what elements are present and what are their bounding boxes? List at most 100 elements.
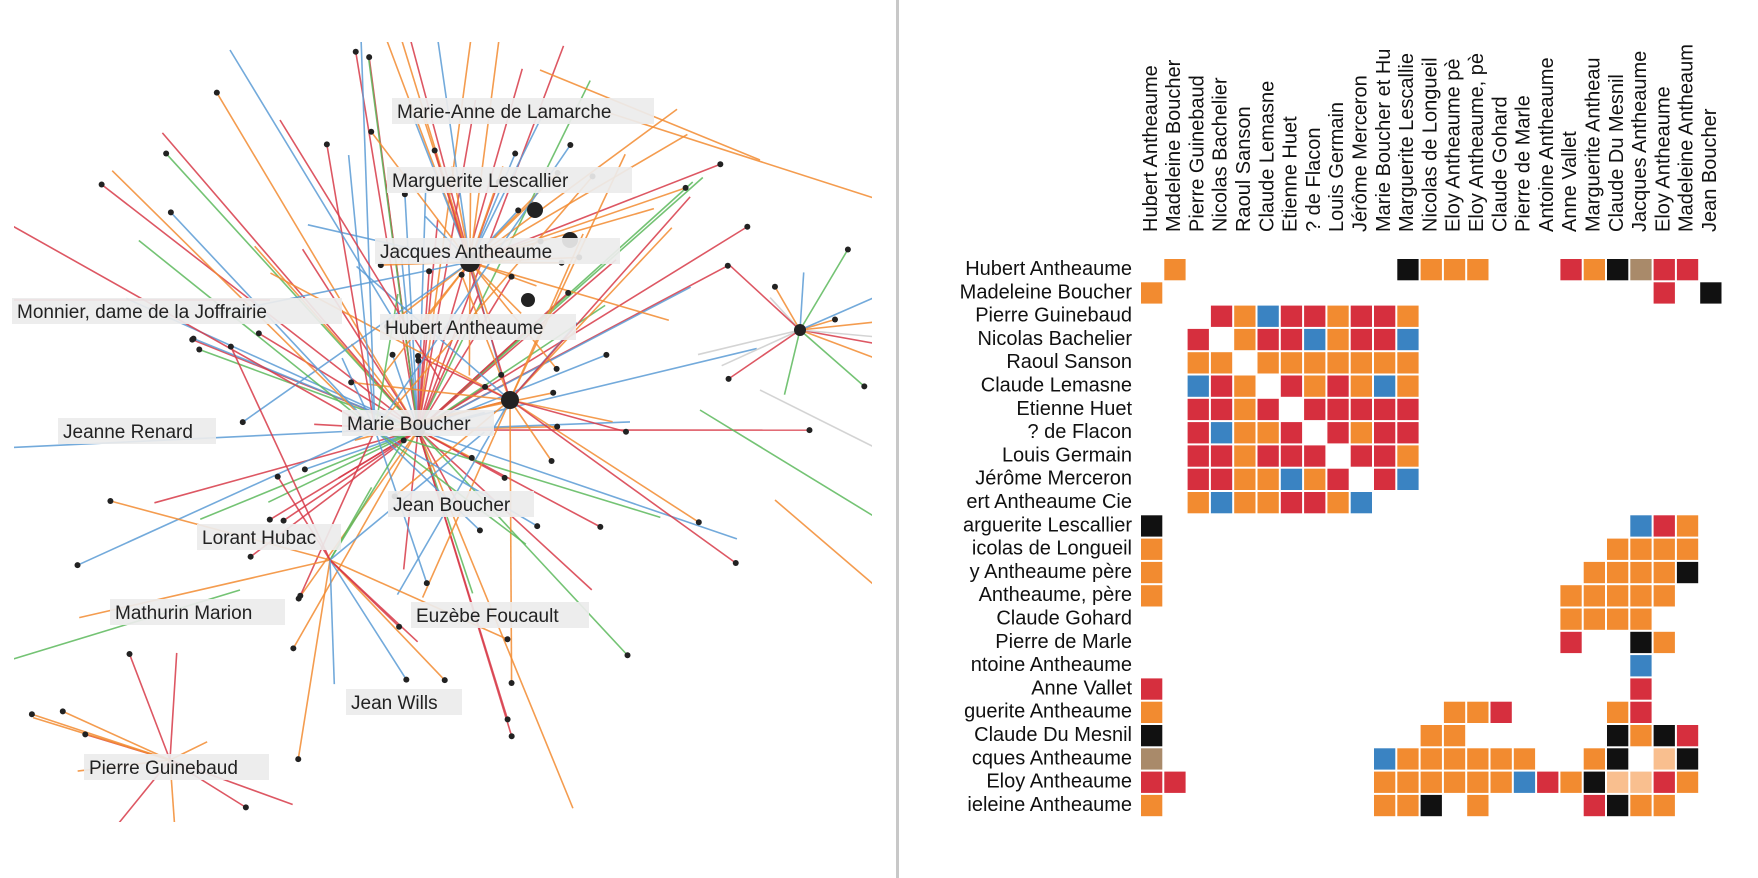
matrix-cell-103 (1141, 561, 1163, 584)
matrix-column-label-23: Madeleine Antheaum (1676, 44, 1698, 232)
adjacency-matrix-panel[interactable]: Hubert Antheaume Madeleine Boucher Pierre … (900, 0, 1758, 878)
network-edge-160 (799, 321, 873, 331)
panel-divider[interactable] (896, 0, 899, 878)
matrix-cell-34 (1374, 375, 1396, 397)
network-edge-118 (509, 399, 627, 433)
node-label-marguerite-lescallier[interactable]: Marguerite Lescallier (387, 167, 632, 193)
matrix-row-label-19: guerite Antheaume (964, 701, 1132, 723)
matrix-cell-144 (1490, 748, 1512, 770)
matrix-cell-135 (1630, 725, 1652, 747)
matrix-cell-81 (1397, 259, 1419, 281)
matrix-cell-142 (1443, 748, 1466, 770)
matrix-cell-128 (1490, 701, 1512, 723)
network-node-54 (501, 474, 508, 481)
network-node-162 (844, 246, 851, 253)
matrix-row-label-10: ert Antheaume Cie (966, 491, 1132, 513)
matrix-cell-107 (1653, 561, 1675, 584)
network-node-171 (441, 677, 448, 684)
network-edge-189 (32, 716, 171, 761)
matrix-cell-133 (1443, 725, 1466, 747)
matrix-cell-61 (1374, 445, 1396, 467)
matrix-cell-14 (1327, 328, 1349, 351)
node-label-euzebe-foucault[interactable]: Euzèbe Foucault (411, 602, 589, 628)
network-edge-166 (329, 559, 408, 681)
network-node-127 (415, 352, 422, 359)
matrix-cell-160 (1560, 771, 1582, 793)
network-edge-193 (799, 329, 881, 361)
matrix-column-label-9: Jérôme Merceron (1349, 75, 1371, 232)
node-label-text-monnier-dame: Monnier, dame de la Joffrairie (17, 302, 267, 323)
network-edge-64 (417, 99, 477, 431)
network-hub-node-3 (794, 324, 806, 336)
network-edge-153 (697, 329, 801, 356)
matrix-cell-98 (1141, 538, 1163, 560)
matrix-cell-129 (1607, 701, 1629, 723)
network-node-123 (348, 379, 355, 386)
matrix-cell-137 (1676, 725, 1699, 747)
node-label-lorant-hubac[interactable]: Lorant Hubac (197, 524, 341, 550)
matrix-row-label-22: Eloy Antheaume (986, 771, 1132, 793)
node-label-jean-wills[interactable]: Jean Wills (346, 689, 462, 715)
matrix-cell-49 (1280, 422, 1303, 444)
network-node-132 (732, 560, 739, 567)
matrix-cell-92 (1653, 282, 1675, 304)
matrix-cell-8 (1397, 305, 1419, 327)
node-label-text-hubert-antheaume: Hubert Antheaume (385, 318, 543, 339)
network-edge-69 (199, 429, 419, 521)
network-edge-145 (374, 175, 594, 431)
matrix-cell-9 (1187, 328, 1209, 351)
network-edge-114 (509, 153, 626, 401)
node-label-jacques-antheaume[interactable]: Jacques Antheaume (375, 238, 620, 264)
network-edge-177 (329, 559, 419, 643)
matrix-cell-134 (1607, 725, 1629, 747)
matrix-cell-163 (1630, 771, 1652, 793)
matrix-cell-43 (1374, 398, 1396, 421)
network-edge-98 (469, 261, 537, 287)
network-node-43 (163, 150, 170, 157)
node-label-pierre-guinebaud[interactable]: Pierre Guinebaud (84, 754, 269, 780)
network-edge-71 (407, 32, 471, 263)
node-label-hubert-antheaume[interactable]: Hubert Antheaume (380, 314, 576, 340)
matrix-column-label-12: Nicolas de Longueil (1419, 57, 1441, 232)
node-label-jean-boucher[interactable]: Jean Boucher (388, 491, 534, 517)
matrix-cell-132 (1420, 725, 1442, 747)
matrix-cell-3 (1280, 305, 1303, 327)
network-graph[interactable]: Marie-Anne de Lamarche Marguerite Lescall… (0, 0, 890, 878)
network-edge-53 (417, 429, 506, 479)
node-label-monnier-dame[interactable]: Monnier, dame de la Joffrairie (12, 298, 342, 324)
matrix-column-label-22: Eloy Antheaume (1652, 86, 1674, 232)
network-node-157 (771, 283, 778, 290)
matrix-cell-155 (1443, 771, 1466, 793)
matrix-cell-125 (1141, 701, 1163, 723)
matrix-cell-127 (1467, 701, 1489, 723)
node-label-mathurin-marion[interactable]: Mathurin Marion (110, 599, 285, 625)
node-label-jeanne-renard[interactable]: Jeanne Renard (58, 418, 216, 444)
matrix-cell-33 (1350, 375, 1372, 397)
matrix-cell-170 (1467, 794, 1489, 817)
matrix-cell-84 (1467, 259, 1489, 281)
node-label-marie-anne-de-lamarche[interactable]: Marie-Anne de Lamarche (392, 98, 654, 124)
node-label-text-mathurin-marion: Mathurin Marion (115, 603, 252, 624)
matrix-cell-146 (1583, 748, 1605, 770)
matrix-cell-77 (1304, 492, 1326, 514)
matrix-cell-143 (1467, 748, 1489, 770)
matrix-cell-78 (1327, 492, 1349, 514)
network-edge-150 (299, 429, 376, 597)
matrix-cell-87 (1607, 259, 1629, 281)
matrix-cell-140 (1397, 748, 1419, 770)
matrix-row-label-18: Anne Vallet (1031, 677, 1132, 699)
network-node-185 (59, 708, 66, 715)
node-label-marie-boucher[interactable]: Marie Boucher (342, 410, 494, 436)
network-node-22 (597, 523, 604, 530)
matrix-row-label-2: Pierre Guinebaud (975, 305, 1132, 327)
matrix-column-labels: Hubert Antheaume Madeleine Boucher Pierre … (900, 0, 1758, 232)
network-diagram-panel[interactable]: Marie-Anne de Lamarche Marguerite Lescall… (0, 0, 890, 878)
matrix-column-label-5: Claude Lemasne (1256, 81, 1278, 232)
matrix-cell-57 (1257, 445, 1279, 467)
matrix-cell-28 (1210, 375, 1233, 397)
adjacency-matrix[interactable]: Hubert Antheaume Madeleine Boucher Pierre … (900, 0, 1758, 878)
matrix-row-label-15: Claude Gohard (996, 608, 1132, 630)
matrix-row-label-14: Antheaume, père (979, 584, 1132, 606)
network-edge-154 (728, 329, 801, 380)
matrix-cell-70 (1374, 468, 1396, 490)
